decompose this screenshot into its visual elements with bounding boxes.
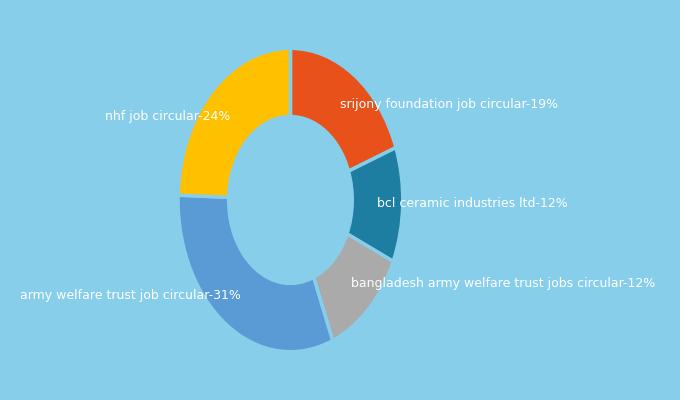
Text: nhf job circular-24%: nhf job circular-24% [105,110,231,122]
Wedge shape [313,234,393,341]
Wedge shape [290,48,396,171]
Wedge shape [178,48,290,197]
Text: srijony foundation job circular-19%: srijony foundation job circular-19% [340,98,558,111]
Text: bcl ceramic industries ltd-12%: bcl ceramic industries ltd-12% [377,197,568,210]
Text: bangladesh army welfare trust jobs circular-12%: bangladesh army welfare trust jobs circu… [351,278,655,290]
Text: army welfare trust job circular-31%: army welfare trust job circular-31% [20,289,241,302]
Wedge shape [178,195,333,352]
Wedge shape [347,148,403,262]
